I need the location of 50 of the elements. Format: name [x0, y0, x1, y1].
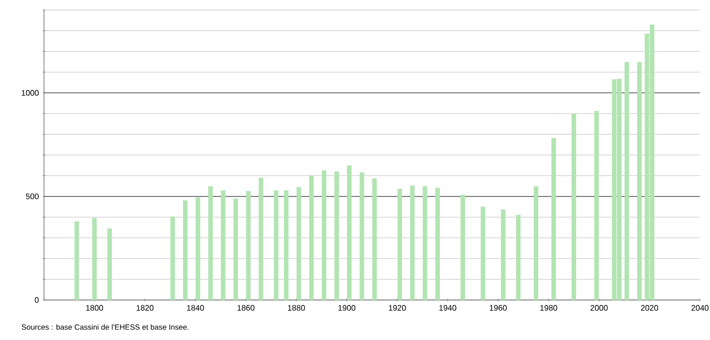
- bar: [284, 190, 288, 300]
- bar: [196, 197, 200, 300]
- x-tick-label: 1880: [288, 305, 305, 311]
- bar: [258, 178, 264, 300]
- x-tick-label: 1860: [238, 305, 254, 311]
- y-tick-label: 1000: [22, 90, 39, 96]
- bar: [274, 190, 278, 300]
- x-tick-label: 2020: [641, 305, 658, 311]
- bar: [347, 165, 352, 300]
- x-tick-label: 1960: [490, 305, 507, 311]
- bar: [410, 185, 415, 300]
- bar: [296, 187, 302, 300]
- bar: [246, 191, 251, 300]
- bar: [480, 206, 486, 300]
- y-tick-label: 0: [34, 297, 39, 303]
- bar: [334, 171, 339, 300]
- bar: [594, 110, 599, 300]
- bar: [233, 198, 238, 300]
- bar: [309, 175, 314, 300]
- x-tick-label: 1820: [136, 305, 154, 311]
- bar: [92, 218, 97, 300]
- bar: [322, 170, 326, 300]
- bar: [500, 209, 506, 300]
- x-tick-label: 1980: [540, 305, 558, 311]
- x-tick-label: 1800: [86, 305, 104, 311]
- bar: [397, 188, 402, 300]
- bar: [572, 114, 576, 300]
- bar: [360, 172, 364, 300]
- bar: [74, 221, 80, 300]
- bar: [534, 186, 538, 300]
- x-tick-label: 1900: [338, 305, 356, 311]
- bar: [107, 228, 112, 300]
- x-tick-label: 1940: [439, 305, 456, 311]
- x-tick-label: 1840: [187, 305, 204, 311]
- bar: [220, 190, 226, 300]
- x-tick-label: 2040: [692, 305, 709, 311]
- bar: [422, 186, 428, 300]
- bar: [372, 178, 377, 300]
- bar: [516, 214, 521, 300]
- bar: [208, 186, 213, 300]
- bar: [460, 194, 466, 300]
- x-tick-label: 1920: [388, 305, 406, 311]
- y-tick-label: 500: [26, 194, 39, 200]
- x-tick-label: 2000: [590, 305, 608, 311]
- bar: [435, 188, 440, 300]
- bar: [551, 138, 556, 300]
- bar: [637, 62, 642, 300]
- bar: [624, 62, 630, 300]
- bar: [183, 200, 188, 300]
- bar: [170, 216, 175, 300]
